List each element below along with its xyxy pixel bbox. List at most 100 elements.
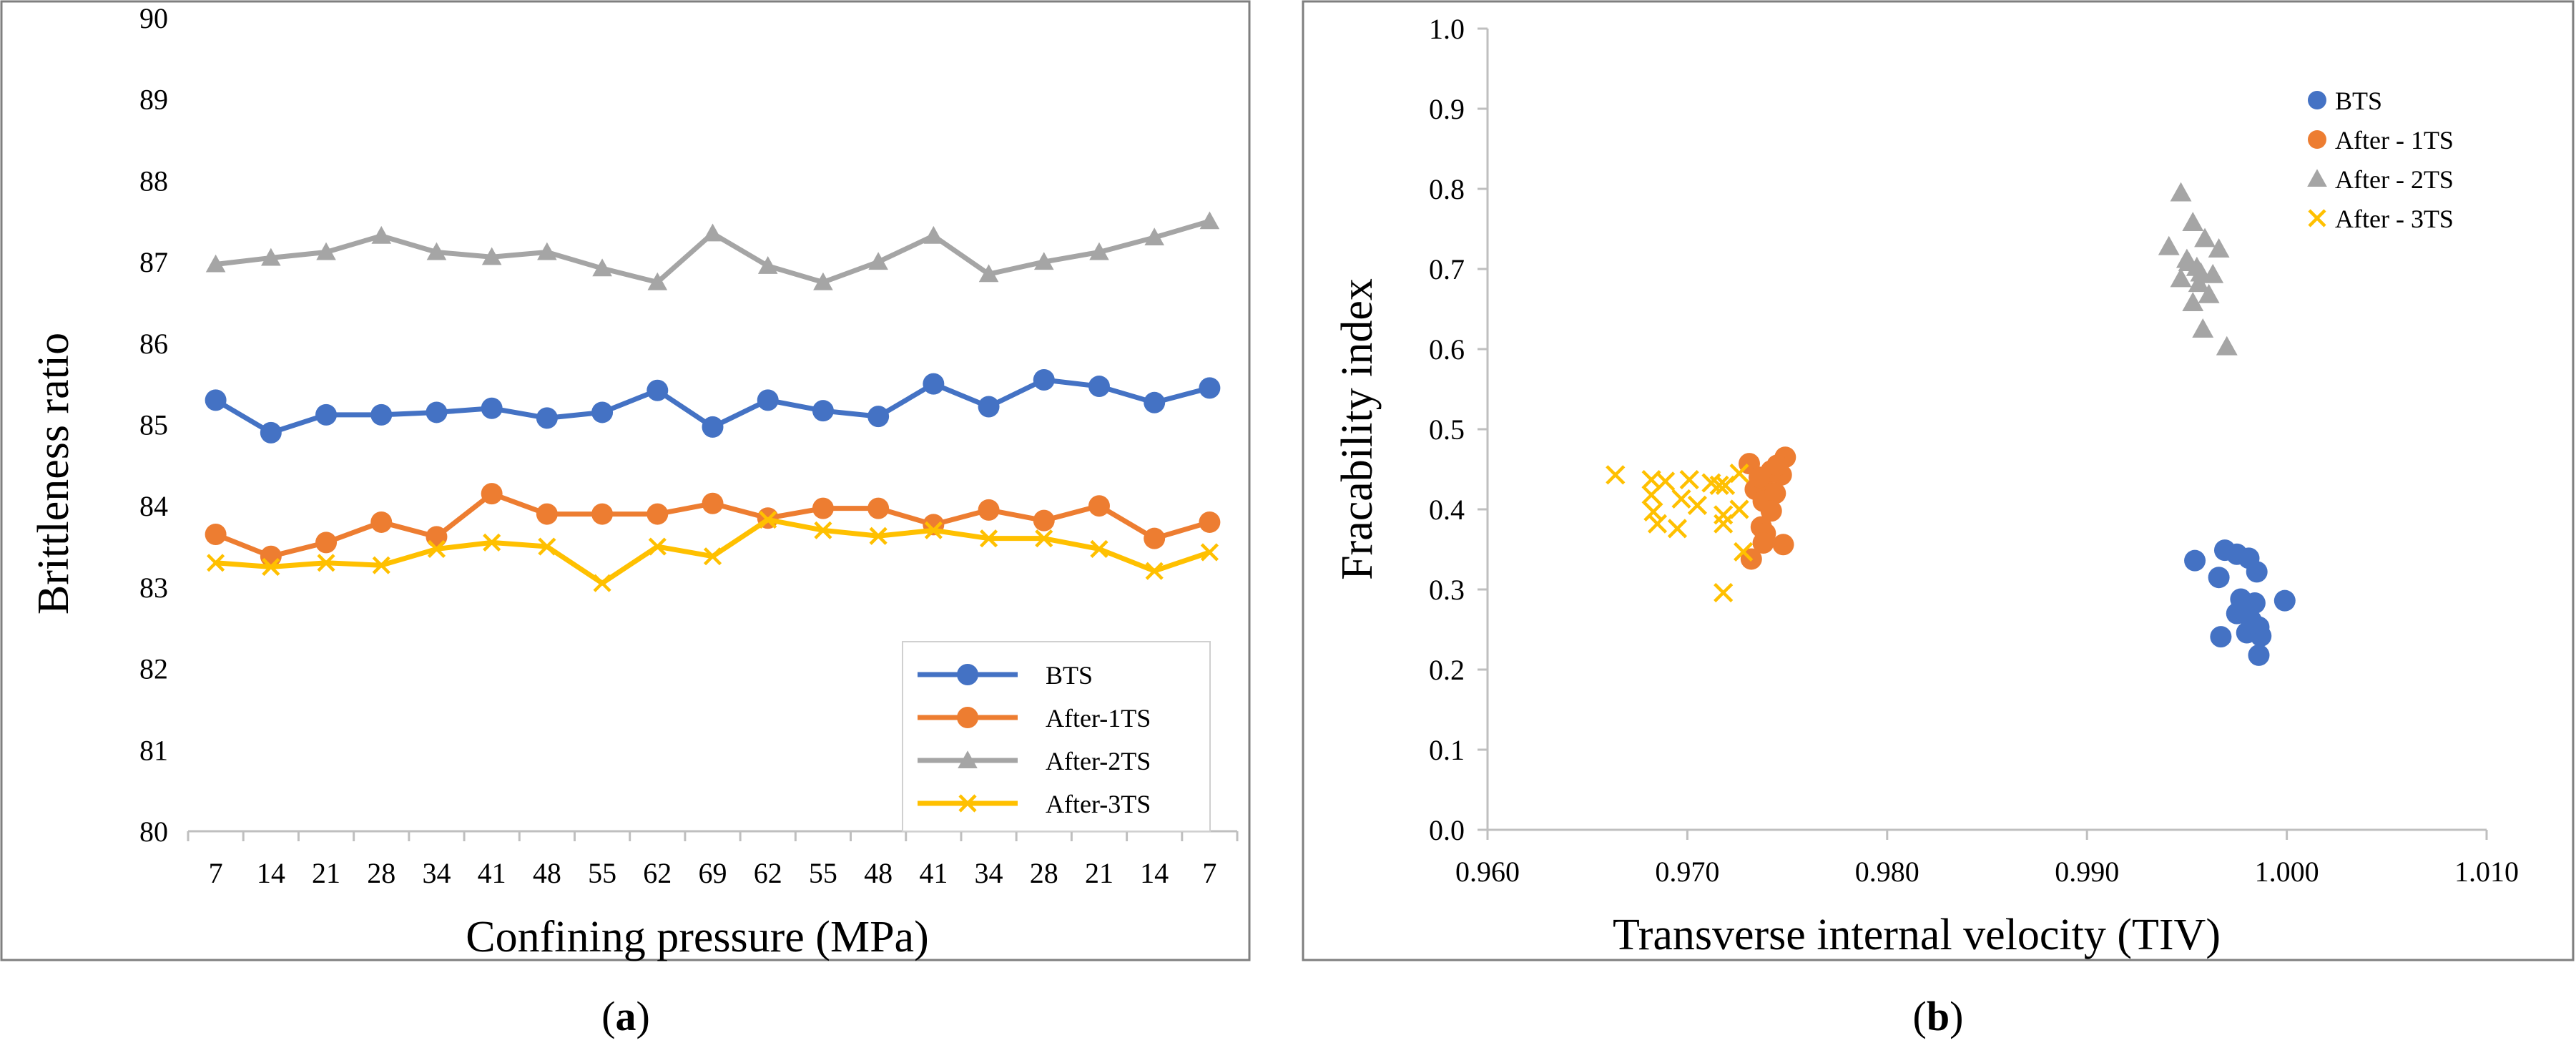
panel-b-legend-marker <box>2307 169 2327 187</box>
panel-b-x-tick-label: 0.990 <box>2055 856 2119 888</box>
panel-a-data-point <box>483 533 501 552</box>
panel-a-data-point <box>316 242 336 260</box>
panel-a-legend-entries: BTS After-1TS After-2TS After-3TS <box>918 661 1151 818</box>
panel-b-axes <box>1478 27 2488 840</box>
panel-b-data-point <box>1709 475 1729 495</box>
panel-a-data-point <box>370 511 393 533</box>
panel-a-data-point <box>812 400 834 422</box>
panel-b-y-tick-label: 0.5 <box>1429 413 1465 446</box>
panel-b-legend-label: After - 3TS <box>2335 205 2454 233</box>
panel-label-paren-open: ( <box>1913 993 1927 1039</box>
panel-a-data-point <box>923 373 945 395</box>
panel-label-paren-close: ) <box>1950 993 1963 1039</box>
panel-a-data-point <box>315 403 338 426</box>
panel-a-data-point <box>426 401 448 423</box>
panel-label-text: (a) <box>601 993 650 1039</box>
panel-a-data-point <box>315 532 338 554</box>
panel-a-data-point <box>1199 211 1220 230</box>
panel-a-x-tick-label: 28 <box>1030 857 1058 889</box>
panel-b-y-axis-title: Fracability index <box>1333 278 1382 580</box>
panel-a: 80 81 82 83 84 85 86 87 88 89 90 7 14 21 28 34 41 48 55 62… <box>0 0 1251 961</box>
panel-b-data-point <box>1752 532 1774 554</box>
panel-a-x-tick-label: 48 <box>533 857 561 889</box>
panel-a-data-point <box>261 248 281 266</box>
panel-a-x-tick-label: 28 <box>367 857 395 889</box>
panel-b-data-point-stroke-2 <box>1667 519 1688 539</box>
panel-a-x-tick-label: 69 <box>699 857 727 889</box>
panel-a-data-point <box>1200 543 1219 562</box>
panel-a-data-point <box>593 574 611 592</box>
panel-b-data-point <box>1641 485 1661 505</box>
panel-a-data-point <box>813 272 833 290</box>
panel-a-data-point-stroke-2 <box>1035 529 1053 548</box>
panel-a-data-point <box>1033 509 1055 532</box>
panel-a-legend-marker <box>957 707 978 728</box>
panel-a-legend-marker <box>958 794 977 813</box>
panel-b-data-point-stroke-2 <box>1647 514 1668 534</box>
panel-b-data-point <box>1764 482 1786 504</box>
panel-a-data-point <box>702 223 723 242</box>
panel-b-y-tick-label: 0.7 <box>1429 253 1465 285</box>
panel-a-y-tick-label: 86 <box>139 328 168 360</box>
panel-a-data-point-stroke-2 <box>1145 562 1164 580</box>
panel-b-data-point <box>1667 519 1688 539</box>
panel-a-x-tick-label: 48 <box>864 857 893 889</box>
panel-b-data-point <box>1714 582 1734 603</box>
panel-a-data-point <box>591 401 614 423</box>
panel-a-data-point <box>1144 227 1164 246</box>
panel-a-data-point <box>536 407 558 429</box>
panel-b-data-point-stroke-2 <box>1734 542 1754 562</box>
panel-a-x-tick-label: 55 <box>588 857 616 889</box>
panel-b-data-point <box>1748 466 1770 489</box>
panel-a-data-point <box>427 539 446 559</box>
panel-a-data-point <box>703 547 722 566</box>
panel-b-data-point <box>2182 292 2204 311</box>
panel-a-data-point <box>923 225 944 244</box>
panel-a-x-tick-label: 7 <box>209 857 223 889</box>
panel-a-data-point <box>647 272 668 290</box>
panel-a-data-point <box>702 416 724 438</box>
panel-b-data-point <box>2230 597 2252 620</box>
panel-a-data-point <box>205 389 227 411</box>
panel-b-data-point <box>2202 263 2224 283</box>
panel-b-y-tick-label: 1.0 <box>1429 13 1465 45</box>
panel-b-legend-label: BTS <box>2335 87 2382 115</box>
panel-a-data-point <box>814 521 832 539</box>
panel-label-letter: b <box>1927 993 1950 1039</box>
panel-a-y-tick-label: 90 <box>139 2 168 34</box>
panel-a-y-ticks: 80 81 82 83 84 85 86 87 88 89 90 <box>139 2 168 848</box>
panel-b-data-point <box>2188 273 2210 293</box>
panel-b-x-tick-label: 1.010 <box>2454 856 2519 888</box>
panel-b-legend-label: After - 1TS <box>2335 126 2454 155</box>
panel-a-data-point <box>979 529 998 548</box>
panel-b-data-point <box>2170 182 2192 202</box>
panel-b-y-tick-label: 0.9 <box>1429 93 1465 125</box>
panel-b-data-point-stroke-2 <box>1729 499 1749 519</box>
panel-a-data-point <box>759 510 777 529</box>
panel-b-data-point <box>2208 238 2230 258</box>
panel-b-data-point-stroke-2 <box>1643 501 1663 521</box>
panel-b-data-point <box>1766 454 1789 476</box>
panel-a-y-tick-label: 84 <box>139 490 168 522</box>
panel-a-data-point <box>1199 377 1221 399</box>
panel-a-x-axis-title: Confining pressure (MPa) <box>466 913 928 961</box>
panel-a-data-point <box>648 537 667 556</box>
panel-a-data-point-stroke-2 <box>207 554 225 572</box>
panel-b-x-axis-title: Transverse internal velocity (TIV) <box>1613 911 2221 959</box>
panel-a-data-point <box>591 503 614 525</box>
panel-label-paren-open: ( <box>601 993 615 1039</box>
panel-b-data-point-stroke-2 <box>1687 495 1707 515</box>
panel-b-y-tick-label: 0.6 <box>1429 333 1465 366</box>
panel-a-data-point <box>1088 376 1110 398</box>
panel-a-legend-label: BTS <box>1046 661 1093 690</box>
panel-b-data-point <box>1734 542 1754 562</box>
panel-b-y-tick-label: 0.0 <box>1429 814 1465 846</box>
panel-a-data-point <box>371 225 392 244</box>
panel-b-data-point <box>1729 499 1749 519</box>
panel-a-x-tick-label: 7 <box>1202 857 1216 889</box>
panel-b-x-ticks: 0.960 0.970 0.980 0.990 1.000 1.010 <box>1455 856 2519 888</box>
panel-b-legend-marker <box>2308 209 2326 227</box>
panel-a-x-tick-label: 55 <box>809 857 837 889</box>
panel-b-data-point <box>2176 248 2198 268</box>
panel-b-data-point <box>1671 489 1691 509</box>
